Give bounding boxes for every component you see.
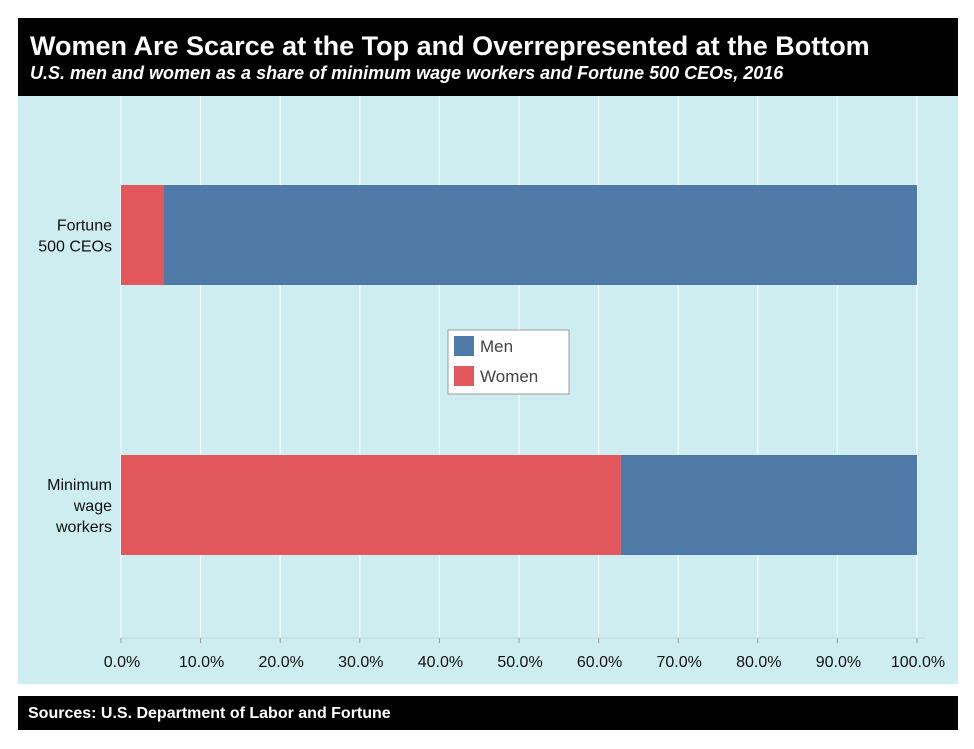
x-tick-label: 90.0% — [816, 654, 861, 671]
bar-minwage-women — [121, 455, 621, 555]
category-label: 500 CEOs — [38, 239, 112, 256]
chart-header: Women Are Scarce at the Top and Overrepr… — [18, 18, 958, 96]
x-tick-label: 10.0% — [179, 654, 224, 671]
category-label: Minimum — [47, 477, 112, 494]
chart-title: Women Are Scarce at the Top and Overrepr… — [30, 31, 870, 61]
chart-footer: Sources: U.S. Department of Labor and Fo… — [18, 696, 958, 730]
x-tick-label: 60.0% — [577, 654, 622, 671]
x-tick-label: 50.0% — [497, 654, 542, 671]
source-note: Sources: U.S. Department of Labor and Fo… — [28, 705, 391, 722]
x-tick-label: 40.0% — [418, 654, 463, 671]
category-label: workers — [55, 519, 112, 536]
x-tick-label: 100.0% — [891, 654, 945, 671]
chart-subtitle: U.S. men and women as a share of minimum… — [30, 63, 784, 83]
x-tick-label: 80.0% — [736, 654, 781, 671]
legend-label-women: Women — [480, 367, 538, 386]
x-tick-label: 20.0% — [259, 654, 304, 671]
bar-fortune-men — [163, 185, 917, 285]
x-tick-label: 30.0% — [338, 654, 383, 671]
legend: Men Women — [447, 329, 570, 395]
legend-swatch-women — [454, 366, 474, 386]
bar-fortune-women — [121, 185, 164, 285]
bar-chart: Fortune 500 CEOs Minimum wage workers 0.0% 10.… — [18, 96, 958, 684]
bar-minwage-men — [620, 455, 917, 555]
x-tick-label: 0.0% — [104, 654, 140, 671]
chart-area: Fortune 500 CEOs Minimum wage workers 0.0% 10.… — [18, 96, 958, 684]
category-label: Fortune — [57, 218, 112, 235]
category-label: wage — [73, 498, 112, 515]
legend-label-men: Men — [480, 337, 513, 356]
legend-swatch-men — [454, 336, 474, 356]
x-tick-label: 70.0% — [657, 654, 702, 671]
